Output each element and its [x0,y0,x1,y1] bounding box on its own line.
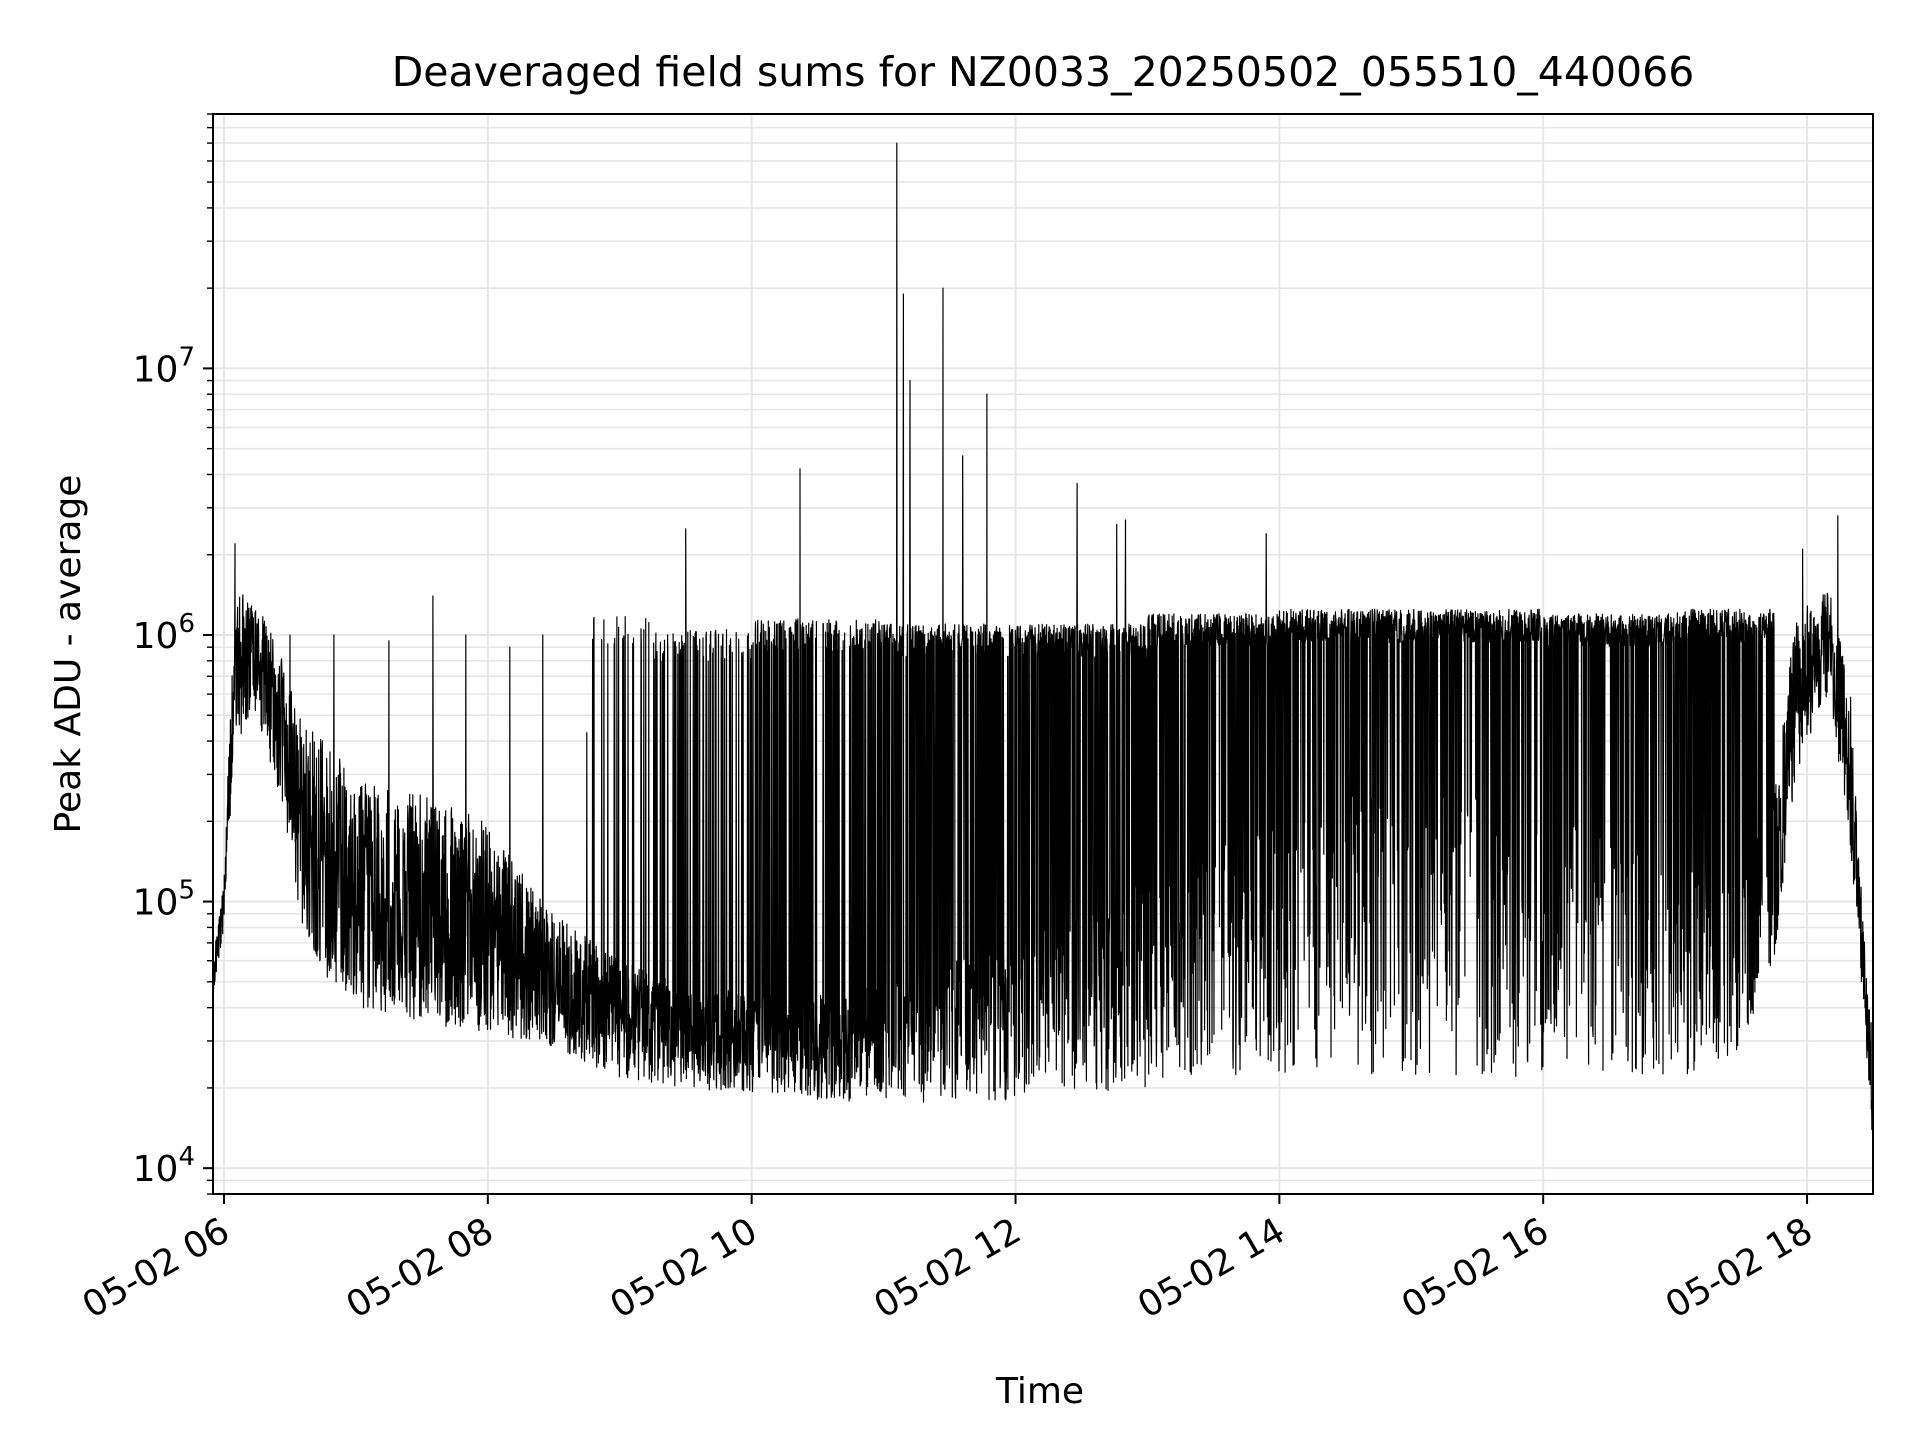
y-tick-label: 104 [133,1142,195,1190]
y-tick-label: 107 [133,342,195,390]
y-axis-label: Peak ADU - average [48,475,89,834]
y-tick-label: 105 [133,876,195,924]
plot-area-frame [212,113,1874,1195]
y-tick-label: 106 [133,609,195,657]
chart-title: Deaveraged field sums for NZ0033_2025050… [392,48,1695,96]
x-axis-label: Time [995,1371,1084,1412]
series-line [212,142,1874,1133]
data-line [212,142,1874,1133]
